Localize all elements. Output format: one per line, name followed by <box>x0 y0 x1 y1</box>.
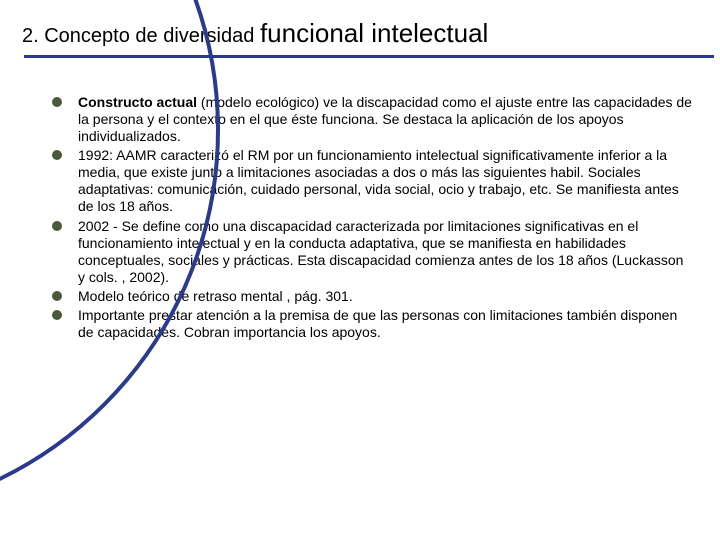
bullet-text: Importante prestar atención a la premisa… <box>78 307 677 340</box>
title-underline <box>24 55 714 58</box>
bullet-text: 2002 - Se define como una discapacidad c… <box>78 218 683 285</box>
list-item: 1992: AAMR caracterizó el RM por un func… <box>52 147 692 215</box>
bullet-text: 1992: AAMR caracterizó el RM por un func… <box>78 147 679 214</box>
list-item: Modelo teórico de retraso mental , pág. … <box>52 288 692 305</box>
bullet-bold-text: Constructo actual <box>78 94 197 110</box>
list-item: 2002 - Se define como una discapacidad c… <box>52 218 692 286</box>
list-item: Importante prestar atención a la premisa… <box>52 307 692 341</box>
slide-title: 2. Concepto de diversidad funcional inte… <box>22 18 702 49</box>
list-item: Constructo actual (modelo ecológico) ve … <box>52 94 692 145</box>
bullet-list: Constructo actual (modelo ecológico) ve … <box>52 94 692 341</box>
title-prefix: 2. Concepto de diversidad <box>22 25 260 47</box>
bullet-text: Modelo teórico de retraso mental , pág. … <box>78 288 353 304</box>
title-main: funcional intelectual <box>260 18 488 48</box>
content-area: Constructo actual (modelo ecológico) ve … <box>0 68 720 341</box>
title-area: 2. Concepto de diversidad funcional inte… <box>0 0 720 68</box>
